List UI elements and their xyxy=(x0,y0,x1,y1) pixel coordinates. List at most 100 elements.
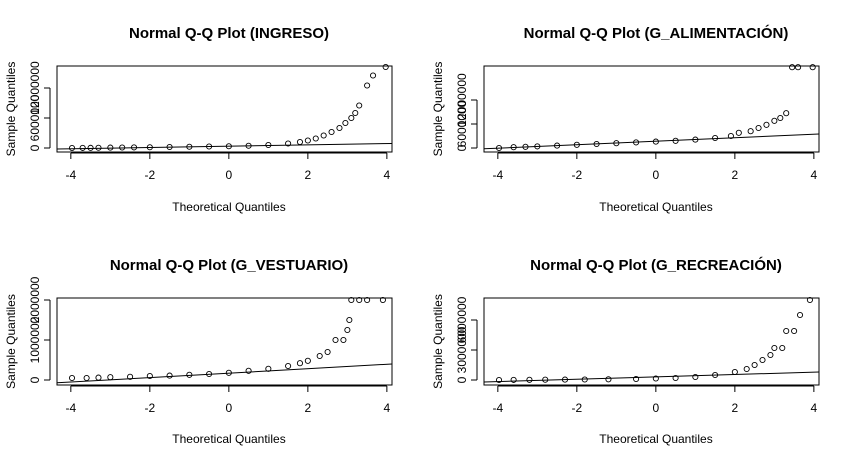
point xyxy=(806,296,813,304)
y-tick-label: 0 xyxy=(28,144,42,151)
point xyxy=(771,344,778,352)
point xyxy=(83,374,90,382)
point xyxy=(692,373,699,381)
panel-title: Normal Q-Q Plot (G_VESTUARIO) xyxy=(110,257,348,274)
plot-box xyxy=(56,65,393,153)
x-tick-label: -4 xyxy=(65,401,76,415)
point xyxy=(336,124,343,132)
point xyxy=(107,144,114,151)
point xyxy=(346,316,353,324)
point xyxy=(593,140,600,148)
panel-title: Normal Q-Q Plot (INGRESO) xyxy=(129,25,329,42)
point xyxy=(712,371,719,379)
point xyxy=(245,142,252,149)
point xyxy=(652,375,659,382)
point xyxy=(332,336,339,344)
y-tick-label: 2000000 xyxy=(28,276,42,323)
x-tick-label: -4 xyxy=(492,401,503,415)
point xyxy=(795,64,802,71)
point xyxy=(779,344,786,352)
point xyxy=(107,374,114,381)
point xyxy=(68,144,76,152)
point xyxy=(605,376,612,383)
point xyxy=(735,129,742,136)
point xyxy=(245,367,252,374)
point xyxy=(95,144,102,151)
point xyxy=(312,135,319,142)
point xyxy=(328,128,335,136)
x-tick-label: 2 xyxy=(305,401,312,415)
point xyxy=(186,143,193,150)
point xyxy=(87,144,94,151)
point xyxy=(783,327,790,335)
y-axis-label: Sample Quantiles xyxy=(431,294,445,389)
point xyxy=(79,144,86,151)
plot-box xyxy=(483,65,820,153)
point xyxy=(296,360,304,367)
qq-line xyxy=(57,143,392,150)
point xyxy=(767,351,774,359)
point xyxy=(146,144,153,151)
point xyxy=(285,362,292,370)
point xyxy=(320,132,327,139)
qq-line xyxy=(484,133,819,150)
point xyxy=(304,357,311,364)
x-tick-label: 4 xyxy=(811,168,818,182)
panel-title: Normal Q-Q Plot (G_RECREACIÓN) xyxy=(530,256,782,274)
x-tick-label: 0 xyxy=(226,168,233,182)
x-tick-label: 4 xyxy=(384,168,391,182)
point xyxy=(119,144,126,151)
y-axis-label: Sample Quantiles xyxy=(431,62,445,157)
x-axis-label: Theoretical Quantiles xyxy=(599,200,712,214)
point xyxy=(672,374,679,382)
x-tick-label: 2 xyxy=(732,401,739,415)
panel-title: Normal Q-Q Plot (G_ALIMENTACIÓN) xyxy=(524,24,789,42)
point xyxy=(652,138,659,145)
x-tick-label: 2 xyxy=(305,168,312,182)
point xyxy=(340,336,347,344)
x-tick-label: -2 xyxy=(572,401,583,415)
point xyxy=(356,296,363,304)
y-tick-label: 3000000 xyxy=(455,326,469,373)
point xyxy=(364,82,371,89)
point xyxy=(789,64,796,71)
x-tick-label: -4 xyxy=(492,168,503,182)
point xyxy=(554,142,561,149)
point xyxy=(534,143,541,150)
point xyxy=(613,140,620,147)
point xyxy=(342,119,349,127)
x-tick-label: 4 xyxy=(384,401,391,415)
x-tick-label: -4 xyxy=(65,168,76,182)
point xyxy=(561,376,569,383)
x-axis-label: Theoretical Quantiles xyxy=(172,200,285,214)
point xyxy=(265,365,272,372)
point xyxy=(296,138,304,146)
x-tick-label: 0 xyxy=(653,401,660,415)
point xyxy=(495,376,503,384)
point xyxy=(206,143,213,150)
y-tick-label: 12000000 xyxy=(455,73,469,127)
point xyxy=(809,64,816,71)
point xyxy=(522,143,529,150)
point xyxy=(542,376,549,383)
point xyxy=(751,361,758,369)
point xyxy=(348,114,355,122)
y-tick-label: 6000000 xyxy=(455,100,469,147)
point xyxy=(285,140,292,147)
x-tick-label: -2 xyxy=(145,168,156,182)
point xyxy=(783,110,790,117)
point xyxy=(777,114,784,122)
point xyxy=(495,144,503,152)
qq-line xyxy=(484,371,819,383)
y-axis-label: Sample Quantiles xyxy=(4,294,18,389)
point xyxy=(796,311,804,319)
point xyxy=(166,372,173,379)
point xyxy=(127,373,134,380)
y-tick-label: 0 xyxy=(455,376,469,383)
point xyxy=(206,370,213,378)
point xyxy=(382,63,389,71)
x-tick-label: -2 xyxy=(572,168,583,182)
point xyxy=(763,121,770,128)
plot-box xyxy=(483,297,820,386)
